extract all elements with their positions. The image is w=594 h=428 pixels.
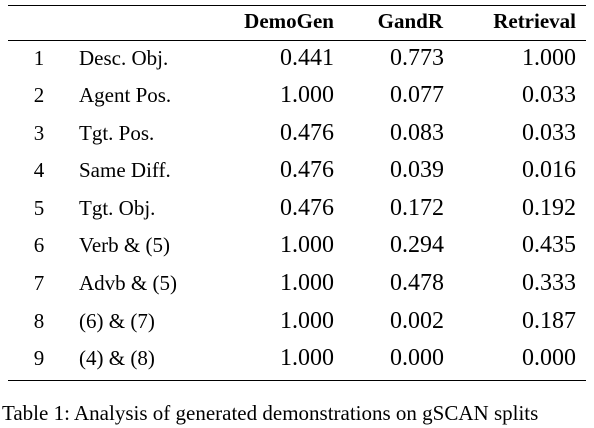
header-demogen: DemoGen [244, 9, 334, 33]
retrieval-value: 0.000 [522, 345, 576, 371]
demogen-value: 1.000 [280, 82, 334, 108]
demogen-value: 1.000 [280, 232, 334, 258]
table-row: 4 Same Diff. 0.476 0.039 0.016 [0, 152, 594, 189]
retrieval-value: 0.033 [522, 120, 576, 146]
gandr-value: 0.083 [390, 120, 444, 146]
table-row: 3 Tgt. Pos. 0.476 0.083 0.033 [0, 115, 594, 152]
row-split-name: Same Diff. [79, 158, 171, 182]
gandr-value: 0.077 [390, 82, 444, 108]
row-split-name: (6) & (7) [79, 309, 155, 333]
gandr-value: 0.002 [390, 308, 444, 334]
row-split-name: Tgt. Pos. [79, 121, 155, 145]
table-header-rule [8, 40, 586, 41]
gandr-value: 0.478 [390, 270, 444, 296]
row-index: 6 [33, 233, 45, 257]
row-split-name: Tgt. Obj. [79, 196, 156, 220]
row-index: 1 [33, 46, 45, 70]
gandr-value: 0.172 [390, 195, 444, 221]
demogen-value: 1.000 [280, 345, 334, 371]
row-split-name: Advb & (5) [79, 271, 177, 295]
header-index [28, 3, 50, 40]
table-bottom-rule [8, 380, 586, 381]
retrieval-value: 0.333 [522, 270, 576, 296]
retrieval-value: 0.033 [522, 82, 576, 108]
table-row: 1 Desc. Obj. 0.441 0.773 1.000 [0, 40, 594, 77]
row-index: 3 [33, 121, 45, 145]
retrieval-value: 0.192 [522, 195, 576, 221]
demogen-value: 0.476 [280, 157, 334, 183]
row-split-name: Agent Pos. [79, 83, 172, 107]
gandr-value: 0.773 [390, 45, 444, 71]
retrieval-value: 0.016 [522, 157, 576, 183]
table-header-row: DemoGen GandR Retrieval [0, 3, 594, 40]
table-caption: Table 1: Analysis of generated demonstra… [2, 401, 539, 425]
retrieval-value: 1.000 [522, 45, 576, 71]
row-index: 7 [33, 271, 45, 295]
table-row: 6 Verb & (5) 1.000 0.294 0.435 [0, 227, 594, 264]
row-index: 8 [33, 309, 45, 333]
gandr-value: 0.039 [390, 157, 444, 183]
table-row: 9 (4) & (8) 1.000 0.000 0.000 [0, 340, 594, 377]
demogen-value: 1.000 [280, 270, 334, 296]
row-split-name: Verb & (5) [79, 233, 170, 257]
row-index: 5 [33, 196, 45, 220]
retrieval-value: 0.435 [522, 232, 576, 258]
table-row: 7 Advb & (5) 1.000 0.478 0.333 [0, 265, 594, 302]
header-gandr: GandR [377, 9, 443, 33]
demogen-value: 0.441 [280, 45, 334, 71]
demogen-value: 0.476 [280, 120, 334, 146]
table-row: 5 Tgt. Obj. 0.476 0.172 0.192 [0, 190, 594, 227]
table-top-rule [8, 5, 586, 6]
header-retrieval: Retrieval [493, 9, 576, 33]
table-row: 8 (6) & (7) 1.000 0.002 0.187 [0, 303, 594, 340]
gandr-value: 0.294 [390, 232, 444, 258]
gandr-value: 0.000 [390, 345, 444, 371]
table-row: 2 Agent Pos. 1.000 0.077 0.033 [0, 77, 594, 114]
demogen-value: 0.476 [280, 195, 334, 221]
retrieval-value: 0.187 [522, 308, 576, 334]
row-index: 4 [33, 158, 45, 182]
row-split-name: (4) & (8) [79, 346, 155, 370]
header-split [79, 3, 229, 40]
row-index: 2 [33, 83, 45, 107]
demogen-value: 1.000 [280, 308, 334, 334]
row-index: 9 [33, 346, 45, 370]
row-split-name: Desc. Obj. [79, 46, 169, 70]
